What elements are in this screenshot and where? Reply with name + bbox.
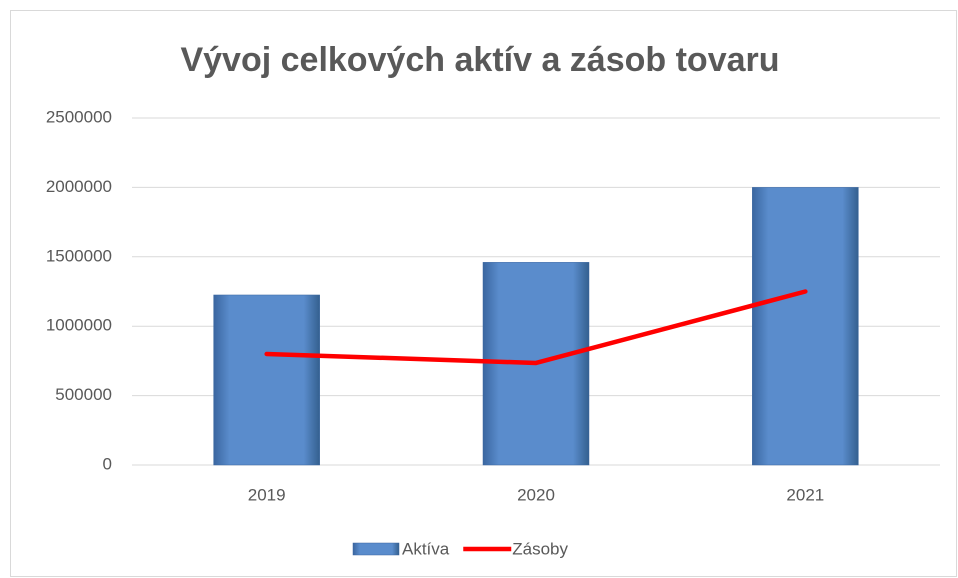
x-tick-label: 2019 — [248, 485, 286, 504]
x-tick-label: 2020 — [517, 485, 555, 504]
y-tick-label: 1500000 — [46, 246, 112, 265]
legend-label: Aktíva — [402, 539, 450, 558]
y-tick-label: 500000 — [55, 385, 112, 404]
line — [264, 289, 808, 366]
chart-title: Vývoj celkových aktív a zásob tovaru — [180, 41, 779, 79]
x-tick-label: 2021 — [786, 485, 824, 504]
legend-label: Zásoby — [512, 539, 568, 558]
y-tick-label: 0 — [103, 454, 112, 473]
y-tick-label: 2500000 — [46, 107, 112, 126]
y-tick-label: 2000000 — [46, 177, 112, 196]
bar — [213, 294, 320, 466]
bar — [752, 187, 859, 466]
y-tick-label: 1000000 — [46, 316, 112, 335]
legend-swatch — [352, 542, 400, 556]
